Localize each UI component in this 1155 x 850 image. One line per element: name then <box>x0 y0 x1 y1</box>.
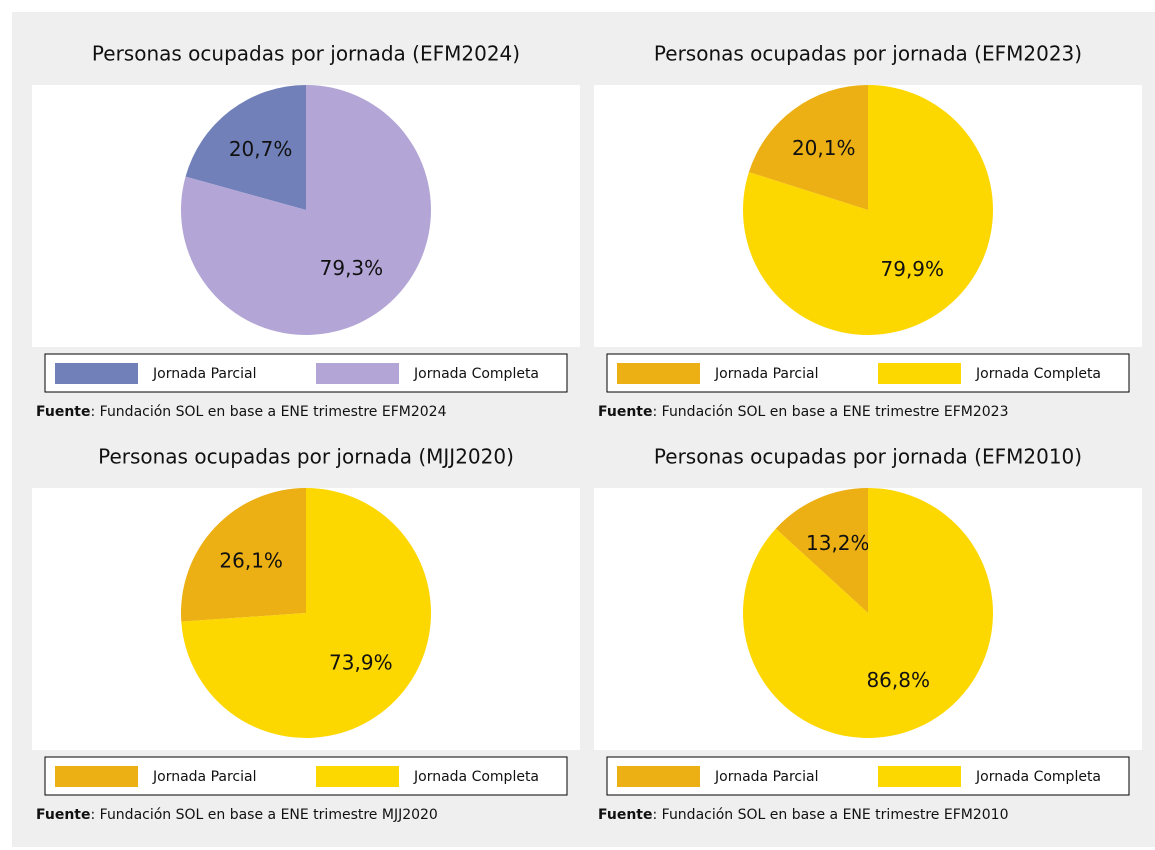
pie-slice <box>181 488 431 739</box>
legend-label: Jornada Parcial <box>152 366 256 382</box>
source-note: Fuente: Fundación SOL en base a ENE trim… <box>36 404 447 420</box>
source-text: : Fundación SOL en base a ENE trimestre … <box>652 404 1008 420</box>
pie-slice <box>185 85 306 210</box>
chart-title: Personas ocupadas por jornada (EFM2010) <box>654 445 1082 469</box>
legend-swatch <box>617 363 700 384</box>
value-label: 86,8% <box>866 668 930 692</box>
chart-title: Personas ocupadas por jornada (EFM2024) <box>92 42 520 66</box>
legend-swatch <box>878 766 961 787</box>
source-label: Fuente <box>36 404 90 420</box>
legend-label: Jornada Parcial <box>152 769 256 785</box>
legend-label: Jornada Completa <box>413 769 539 785</box>
source-note: Fuente: Fundación SOL en base a ENE trim… <box>598 807 1008 823</box>
legend-label: Jornada Completa <box>413 366 539 382</box>
value-label: 26,1% <box>219 548 283 572</box>
value-label: 13,2% <box>806 531 870 555</box>
value-label: 73,9% <box>329 651 393 675</box>
legend-swatch <box>878 363 961 384</box>
legend-swatch <box>316 766 399 787</box>
value-label: 20,1% <box>792 136 856 160</box>
legend-swatch <box>55 363 138 384</box>
source-label: Fuente <box>598 404 652 420</box>
value-label: 20,7% <box>229 137 293 161</box>
source-note: Fuente: Fundación SOL en base a ENE trim… <box>36 807 438 823</box>
legend-label: Jornada Completa <box>975 769 1101 785</box>
source-label: Fuente <box>598 807 652 823</box>
pie-slice <box>180 488 306 622</box>
chart-title: Personas ocupadas por jornada (MJJ2020) <box>98 445 514 469</box>
legend-label: Jornada Completa <box>975 366 1101 382</box>
legend-swatch <box>55 766 138 787</box>
source-text: : Fundación SOL en base a ENE trimestre … <box>90 404 446 420</box>
chart-title: Personas ocupadas por jornada (EFM2023) <box>654 42 1082 66</box>
pie-slice <box>181 85 432 336</box>
legend-label: Jornada Parcial <box>714 366 818 382</box>
value-label: 79,9% <box>881 257 945 281</box>
legend-swatch <box>617 766 700 787</box>
pie-slice <box>743 85 993 335</box>
pie-slice <box>775 488 868 613</box>
source-text: : Fundación SOL en base a ENE trimestre … <box>90 807 437 823</box>
legend-label: Jornada Parcial <box>714 769 818 785</box>
source-note: Fuente: Fundación SOL en base a ENE trim… <box>598 404 1008 420</box>
legend-swatch <box>316 363 399 384</box>
pie-slice <box>748 84 868 210</box>
source-text: : Fundación SOL en base a ENE trimestre … <box>652 807 1008 823</box>
value-label: 79,3% <box>320 256 384 280</box>
pie-slice <box>742 488 993 739</box>
source-label: Fuente <box>36 807 90 823</box>
